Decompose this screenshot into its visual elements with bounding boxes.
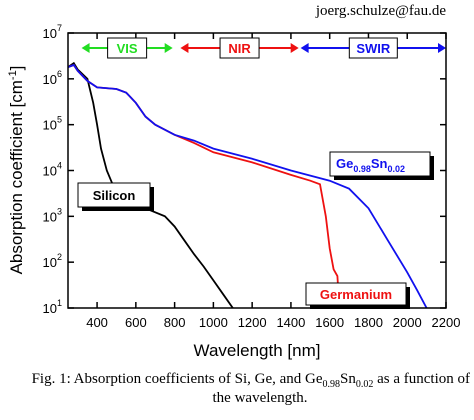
region-box [348, 37, 398, 59]
y-tick-exponent: 7 [57, 23, 62, 33]
region-label: SWIR [356, 41, 391, 56]
y-tick-label: 104 [43, 161, 62, 179]
x-axis-label: Wavelength [nm] [194, 341, 321, 360]
arrow-head [81, 43, 90, 53]
arrow-head [164, 43, 173, 53]
caption-line: Fig. 1: Absorption coefficients of Si, G… [32, 371, 470, 390]
y-tick-exponent: 2 [57, 252, 62, 262]
y-tick-exponent: 3 [57, 206, 62, 216]
region-box [107, 37, 148, 59]
label-sub: 0.02 [388, 164, 406, 174]
y-tick-label: 103 [43, 206, 62, 224]
y-tick-base: 10 [43, 72, 57, 87]
caption-text: as a function of [373, 371, 470, 387]
y-tick-base: 10 [43, 301, 57, 316]
x-tick-label: 400 [86, 315, 108, 330]
y-label-sup: -1 [7, 70, 19, 80]
plot-frame [67, 32, 447, 309]
email: joerg.schulze@fau.de [315, 3, 446, 19]
y-tick-label: 101 [43, 298, 62, 316]
y-tick-base: 10 [43, 118, 57, 133]
region-box [219, 37, 260, 59]
x-tick-label: 1200 [238, 315, 267, 330]
series-label: Germanium [320, 287, 392, 302]
y-tick-label: 106 [43, 69, 62, 87]
x-tick-label: 800 [164, 315, 186, 330]
caption-text: Sn [340, 371, 356, 387]
label-part: Sn [371, 156, 388, 171]
y-tick-base: 10 [43, 164, 57, 179]
y-axis-label: Absorption coefficient [cm-1] [7, 66, 26, 275]
x-tick-label: 2200 [432, 315, 461, 330]
x-tick-label: 1800 [354, 315, 383, 330]
label-sub: 0.98 [353, 164, 371, 174]
caption-sub: 0.98 [323, 379, 341, 390]
x-tick-label: 2000 [393, 315, 422, 330]
y-tick-base: 10 [43, 255, 57, 270]
y-tick-exponent: 5 [57, 115, 62, 125]
x-tick-label: 1000 [199, 315, 228, 330]
y-tick-exponent: 6 [57, 69, 62, 79]
region-label: VIS [117, 41, 138, 56]
label-box [305, 282, 407, 306]
arrow-head [438, 43, 446, 53]
arrow-head [300, 43, 309, 53]
region-label: NIR [228, 41, 251, 56]
label-box [329, 151, 431, 177]
caption-sub: 0.02 [356, 379, 374, 390]
arrow-head [180, 43, 189, 53]
y-tick-label: 107 [43, 23, 62, 41]
series-line [68, 63, 428, 308]
label-box [77, 182, 151, 208]
y-tick-label: 105 [43, 115, 62, 133]
x-tick-label: 1400 [276, 315, 305, 330]
y-tick-label: 102 [43, 252, 62, 270]
y-label-end: ] [7, 66, 26, 71]
y-label-text: Absorption coefficient [cm [7, 80, 26, 274]
x-tick-label: 1600 [315, 315, 344, 330]
y-tick-exponent: 4 [57, 161, 62, 171]
series-label: Ge0.98Sn0.02 [336, 156, 405, 174]
label-part: Ge [336, 156, 353, 171]
y-tick-base: 10 [43, 209, 57, 224]
caption-text: Fig. 1: Absorption coefficients of Si, G… [32, 371, 323, 387]
series-label: Silicon [93, 188, 136, 203]
caption-line: the wavelength. [213, 390, 308, 406]
x-tick-label: 600 [125, 315, 147, 330]
y-tick-exponent: 1 [57, 298, 62, 308]
y-tick-base: 10 [43, 26, 57, 41]
arrow-head [290, 43, 299, 53]
